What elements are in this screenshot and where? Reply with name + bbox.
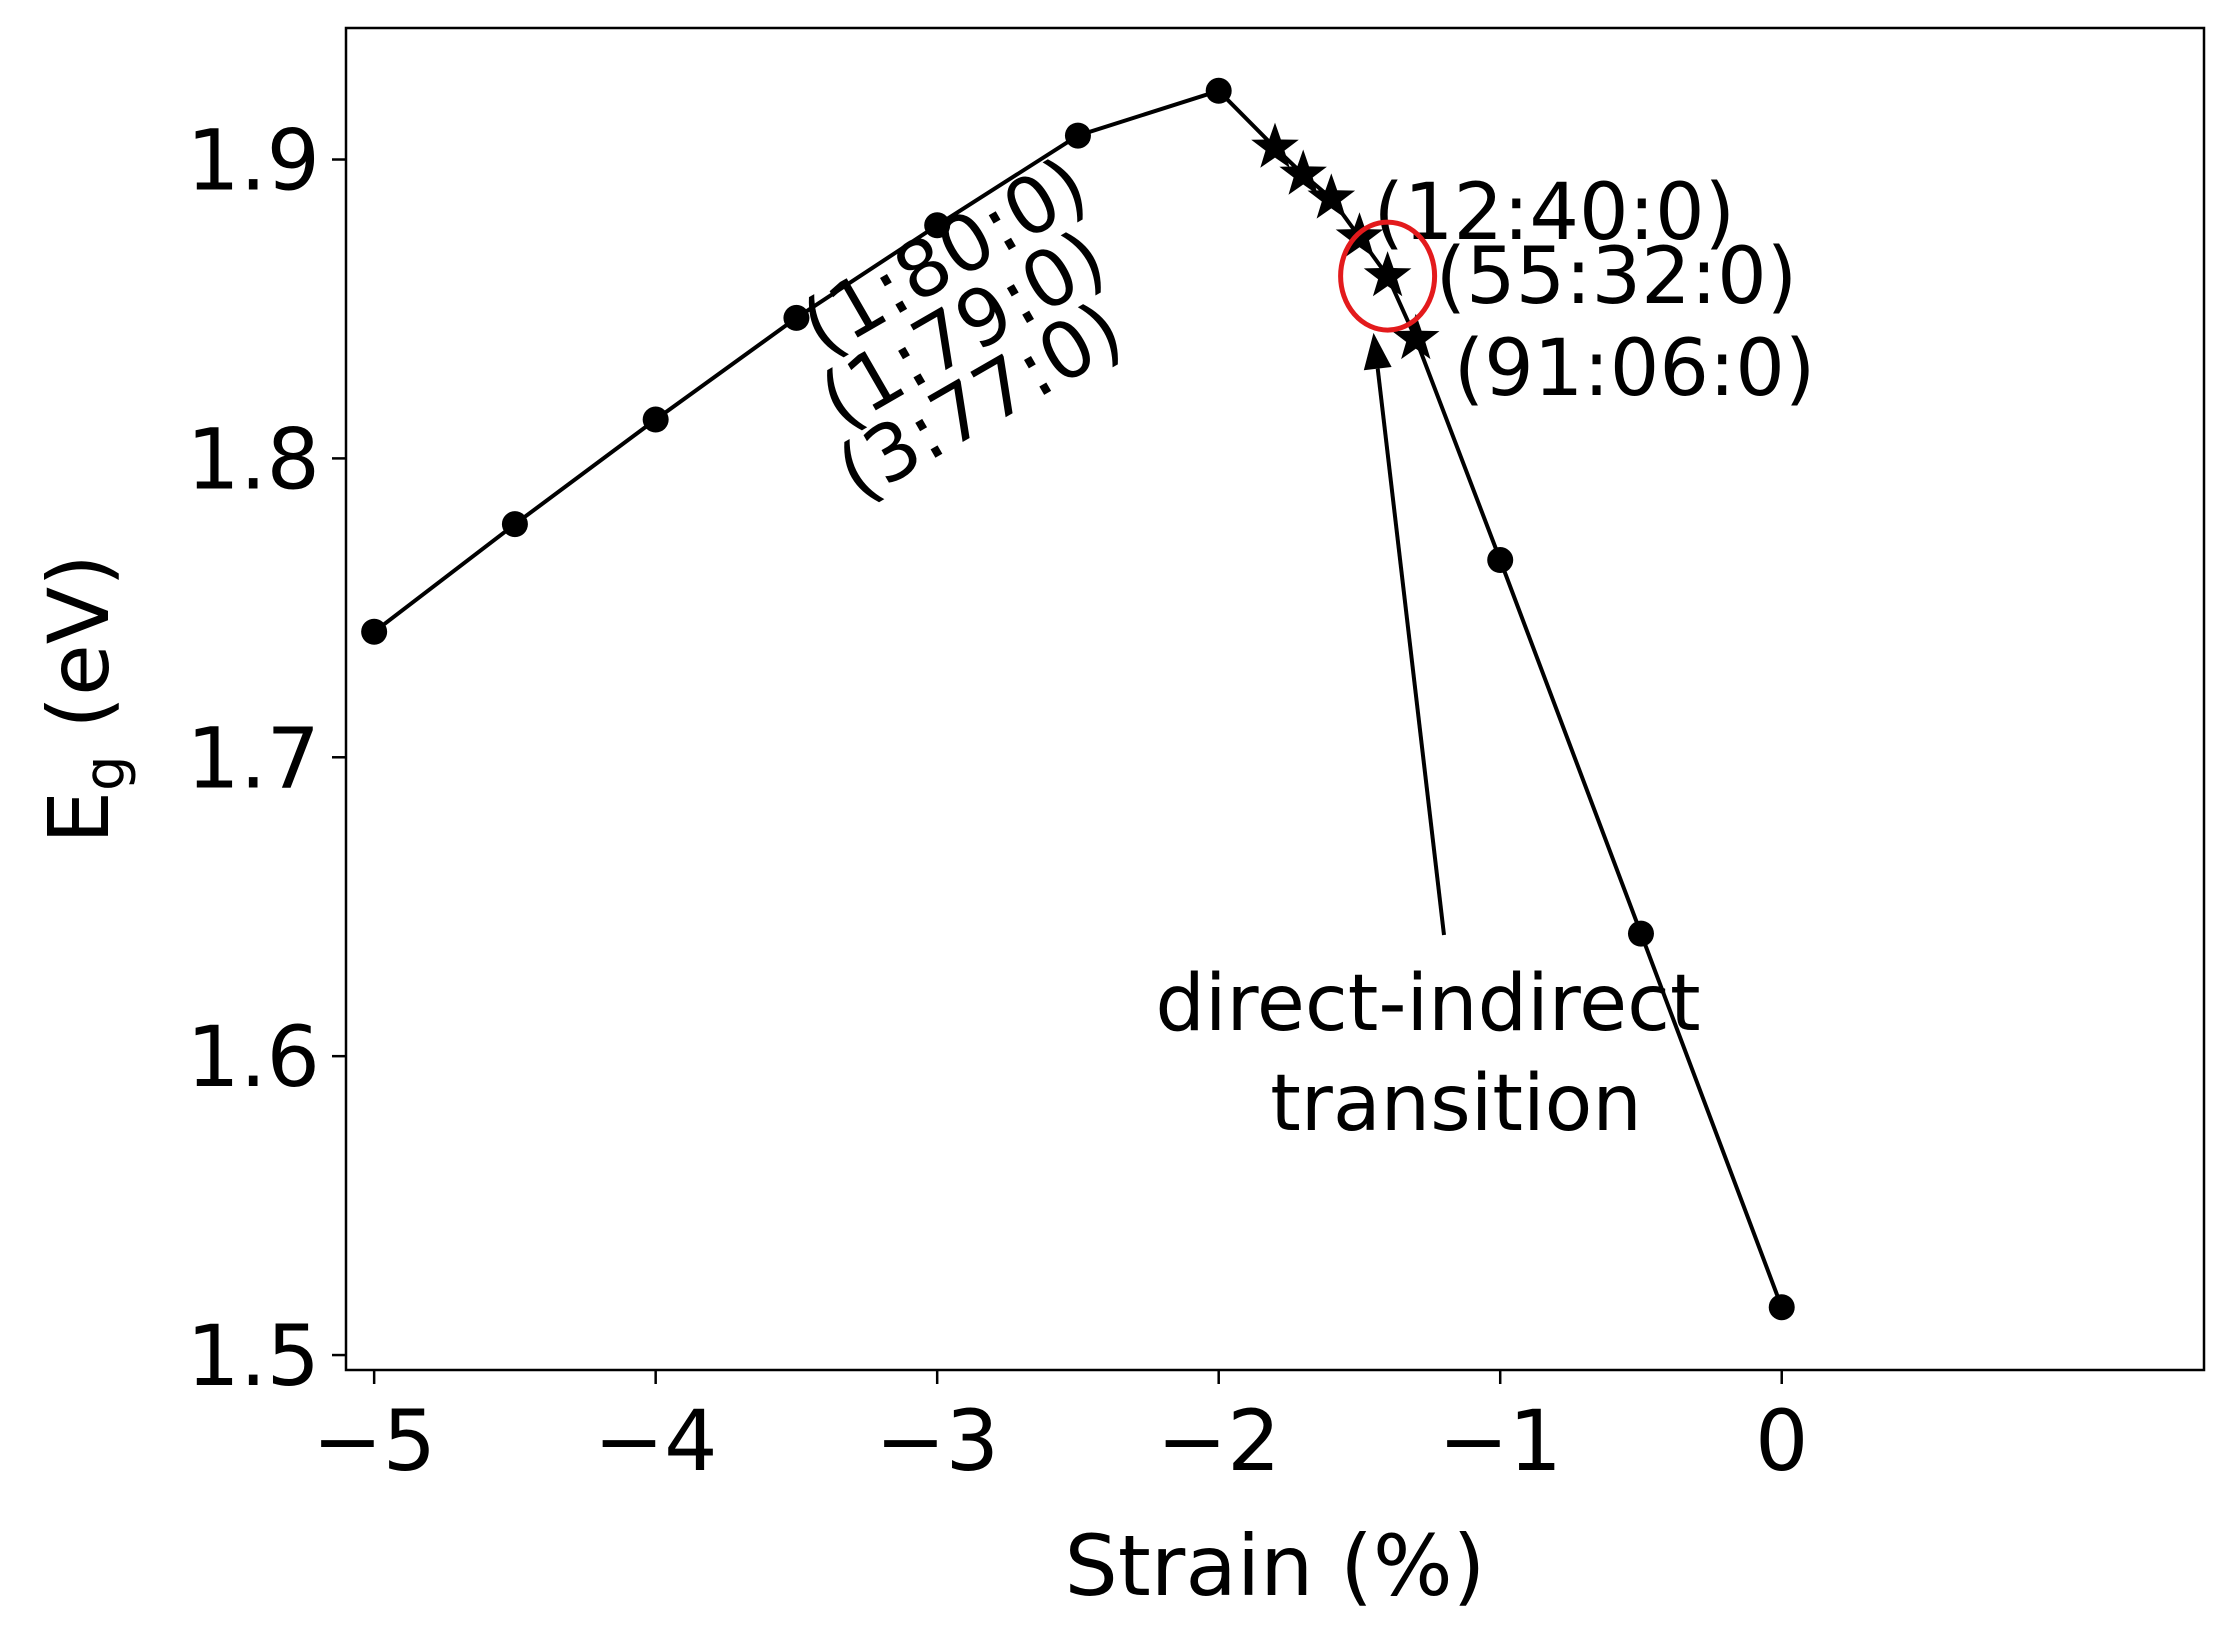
data-point-star [1392, 313, 1440, 360]
x-tick-label: −1 [1438, 1392, 1562, 1490]
plot-frame [344, 26, 2206, 1372]
y-axis-title-sub: g [73, 755, 138, 791]
data-point-star [1363, 251, 1412, 297]
x-axis-title: Strain (%) [1065, 1517, 1486, 1615]
data-point-star [1251, 122, 1299, 168]
x-tick-label: −4 [594, 1392, 718, 1490]
data-point [1768, 1294, 1795, 1321]
annotation-text-line1: direct-indirect [1155, 959, 1700, 1049]
annotation-arrow-head [1363, 332, 1392, 371]
x-tick-label: −2 [1157, 1392, 1281, 1490]
data-point [642, 406, 669, 433]
annotation-arrow-shaft [1375, 368, 1446, 936]
highlight-circle [1338, 219, 1438, 333]
point-label: (12:40:0) [1373, 168, 1735, 258]
series-line [372, 88, 1784, 1308]
y-tick-label: 1.6 [186, 1008, 320, 1106]
x-tick-label: −5 [312, 1392, 436, 1490]
x-tick-label: 0 [1755, 1392, 1808, 1490]
data-point [361, 618, 388, 645]
data-point [1627, 920, 1654, 947]
data-point-star [1279, 149, 1327, 195]
data-point [783, 304, 810, 331]
data-point [501, 511, 528, 538]
data-point [924, 212, 951, 239]
x-tick-label: −3 [875, 1392, 999, 1490]
y-tick-label: 1.8 [186, 410, 320, 508]
y-tick-label: 1.5 [186, 1307, 320, 1405]
y-tick-label: 1.7 [186, 709, 320, 807]
data-point-star [1307, 173, 1356, 219]
y-axis-title-rest: (eV) [30, 554, 128, 755]
y-axis-title: Eg (eV) [30, 554, 138, 844]
annotation-text-line2: transition [1270, 1059, 1642, 1149]
y-tick-label: 1.9 [186, 112, 320, 210]
data-point [1205, 77, 1232, 104]
y-axis-title-main: E [30, 791, 128, 844]
data-point [1064, 122, 1091, 149]
point-label: (55:32:0) [1436, 232, 1798, 322]
point-label: (91:06:0) [1454, 324, 1816, 414]
data-point [1487, 547, 1514, 574]
